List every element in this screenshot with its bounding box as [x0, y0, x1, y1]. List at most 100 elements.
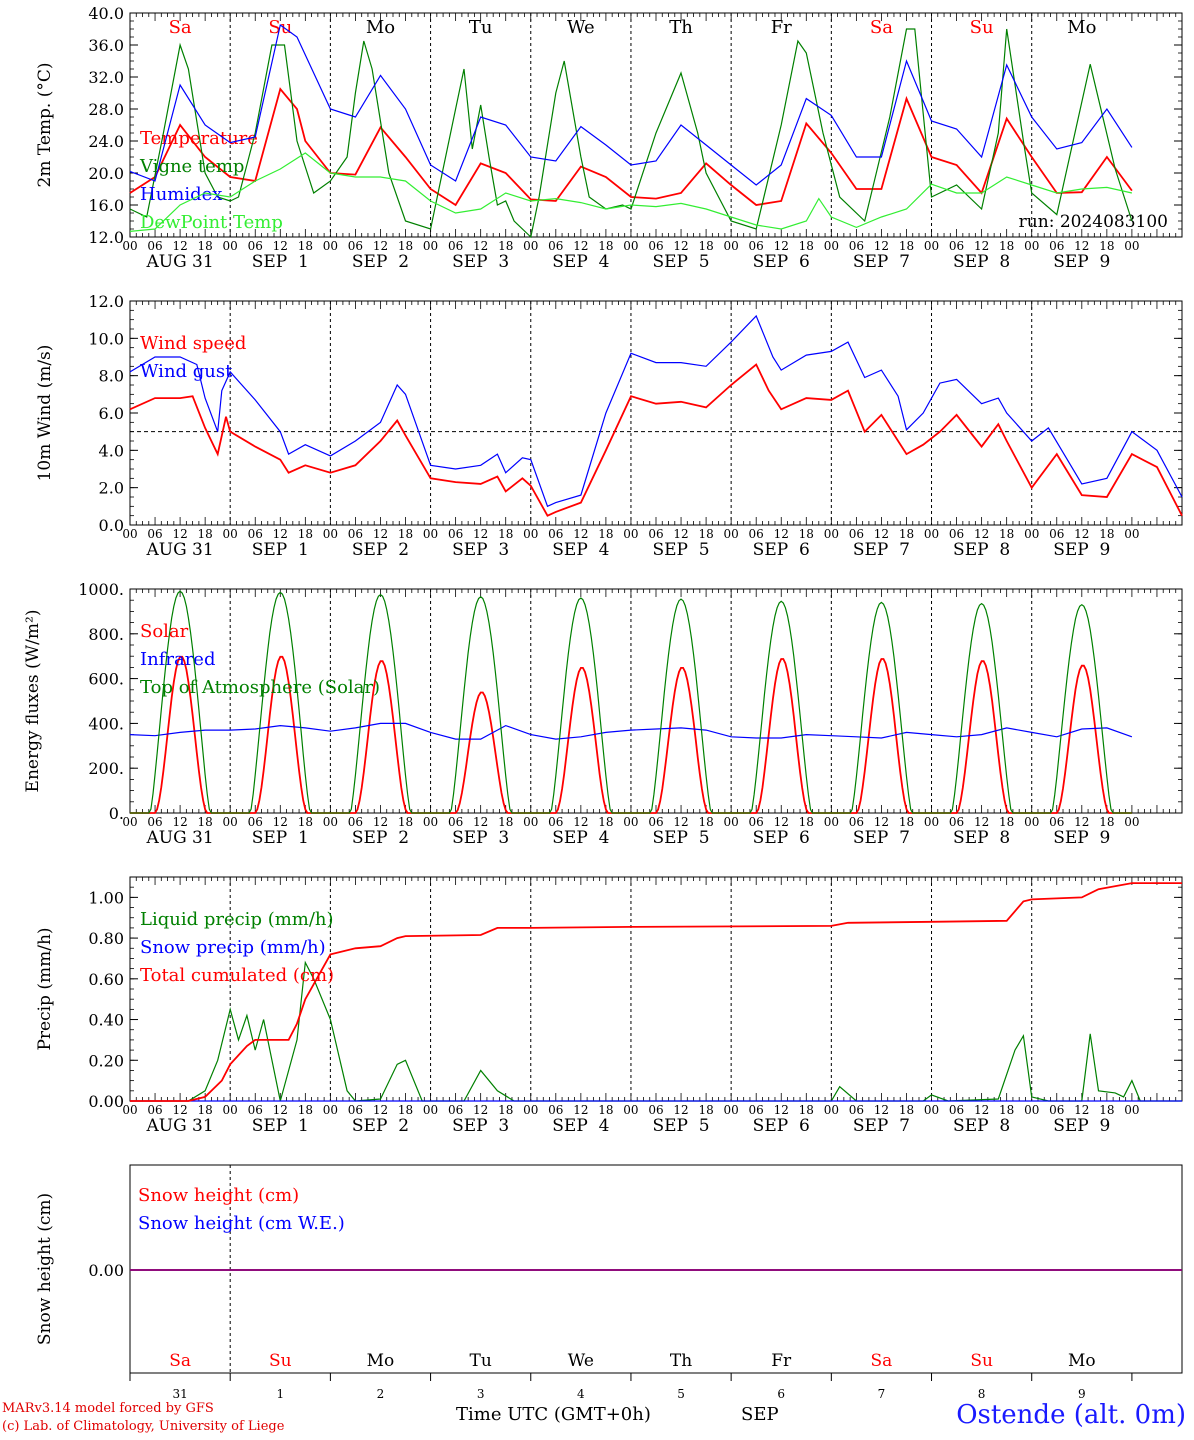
legend-entry: Top of Atmosphere (Solar) [140, 677, 380, 698]
day-name: Sa [870, 17, 893, 38]
date-label: SEP 2 [352, 1116, 409, 1136]
hour-tick-label: 18 [799, 1103, 814, 1117]
hour-tick-label: 00 [223, 239, 238, 253]
hour-tick-label: 06 [548, 815, 563, 829]
hour-tick-label: 18 [899, 527, 914, 541]
hour-tick-label: 00 [122, 1103, 137, 1117]
hour-tick-label: 18 [999, 527, 1014, 541]
hour-tick-label: 12 [774, 1103, 789, 1117]
date-label: SEP 6 [753, 1116, 810, 1136]
day-name: Su [269, 1351, 292, 1371]
hour-tick-label: 00 [623, 527, 638, 541]
hour-tick-label: 00 [523, 815, 538, 829]
y-tick-label: 36.0 [88, 36, 124, 55]
y-tick-label: 28.0 [88, 100, 124, 119]
hour-tick-label: 12 [673, 1103, 688, 1117]
date-label: SEP 9 [1053, 252, 1110, 272]
day-name: Fr [771, 17, 792, 38]
hour-tick-label: 12 [273, 239, 288, 253]
hour-tick-label: 00 [924, 815, 939, 829]
y-axis-label: 2m Temp. (°C) [35, 62, 55, 187]
hour-tick-label: 06 [348, 1103, 363, 1117]
date-label: SEP 3 [452, 540, 509, 560]
hour-tick-label: 06 [348, 527, 363, 541]
day-number: 7 [878, 1387, 886, 1401]
hour-tick-label: 00 [523, 239, 538, 253]
day-name: Su [970, 1351, 993, 1371]
plot-frame [129, 12, 1183, 238]
hour-tick-label: 06 [849, 239, 864, 253]
date-label: AUG 31 [145, 252, 213, 272]
hour-tick-label: 00 [623, 1103, 638, 1117]
hour-tick-label: 06 [1049, 815, 1064, 829]
hour-tick-label: 00 [423, 527, 438, 541]
day-name: We [567, 17, 595, 38]
hour-tick-label: 00 [824, 1103, 839, 1117]
day-number: 8 [978, 1387, 986, 1401]
hour-tick-label: 00 [523, 527, 538, 541]
hour-tick-label: 00 [1124, 239, 1139, 253]
hour-tick-label: 12 [974, 239, 989, 253]
date-label: SEP 6 [753, 252, 810, 272]
day-name: Mo [1068, 1351, 1096, 1371]
hour-tick-label: 12 [673, 527, 688, 541]
date-label: SEP 5 [652, 540, 709, 560]
hour-tick-label: 00 [724, 527, 739, 541]
hour-tick-label: 18 [698, 815, 713, 829]
hour-tick-label: 12 [974, 1103, 989, 1117]
panel-wind: 00 06 12 18 00 06 12 18 00 06 12 18 00 06 12 18 00 06 12 18… [35, 292, 1183, 560]
panel-temp: 00 06 12 18 00 06 12 18 00 06 12 18 00 06 12 18 00 06 12 18… [35, 4, 1183, 272]
hour-tick-label: 12 [573, 527, 588, 541]
legend-entry: Total cumulated (cm) [140, 965, 334, 986]
hour-tick-label: 18 [698, 1103, 713, 1117]
series-line-dewpoint-temp [129, 152, 1133, 232]
day-name: Mo [367, 1351, 395, 1371]
hour-tick-label: 12 [874, 527, 889, 541]
legend-entry: Snow precip (mm/h) [140, 937, 326, 958]
hour-tick-label: 00 [824, 239, 839, 253]
hour-tick-label: 06 [248, 527, 263, 541]
y-tick-label: 20.0 [88, 164, 124, 183]
hour-tick-label: 12 [1074, 815, 1089, 829]
hour-tick-label: 00 [1124, 1103, 1139, 1117]
date-label: SEP 3 [452, 828, 509, 848]
series-line-wind-speed [129, 363, 1183, 517]
y-tick-label: 8.0 [99, 367, 124, 386]
hour-tick-label: 06 [448, 1103, 463, 1117]
hour-tick-label: 06 [648, 815, 663, 829]
hour-tick-label: 12 [774, 815, 789, 829]
hour-tick-label: 00 [523, 1103, 538, 1117]
hour-tick-label: 00 [724, 239, 739, 253]
hour-tick-label: 18 [198, 1103, 213, 1117]
day-name: Mo [366, 17, 395, 38]
hour-tick-label: 06 [147, 1103, 162, 1117]
hour-tick-label: 12 [874, 815, 889, 829]
month-label: SEP [741, 1404, 779, 1425]
hour-tick-label: 12 [373, 815, 388, 829]
hour-tick-label: 18 [498, 815, 513, 829]
hour-tick-label: 06 [248, 815, 263, 829]
day-name: Th [670, 1351, 692, 1371]
hour-tick-label: 00 [1124, 527, 1139, 541]
hour-tick-label: 06 [548, 527, 563, 541]
hour-tick-label: 12 [673, 815, 688, 829]
day-name: Th [669, 17, 693, 38]
hour-tick-label: 18 [598, 239, 613, 253]
hour-tick-label: 12 [273, 1103, 288, 1117]
hour-tick-label: 06 [949, 527, 964, 541]
hour-tick-label: 06 [749, 527, 764, 541]
hour-tick-label: 00 [223, 527, 238, 541]
series-line-infrared [129, 722, 1133, 740]
date-label: SEP 5 [652, 828, 709, 848]
hour-tick-label: 12 [774, 527, 789, 541]
hour-tick-label: 00 [423, 239, 438, 253]
day-name: Su [970, 17, 994, 38]
hour-tick-label: 06 [147, 239, 162, 253]
hour-tick-label: 12 [573, 1103, 588, 1117]
series-line-wind-gust [129, 314, 1183, 508]
date-label: SEP 1 [252, 540, 309, 560]
hour-tick-label: 18 [1099, 527, 1114, 541]
hour-tick-label: 18 [999, 1103, 1014, 1117]
date-label: SEP 8 [953, 828, 1010, 848]
hour-tick-label: 18 [698, 239, 713, 253]
